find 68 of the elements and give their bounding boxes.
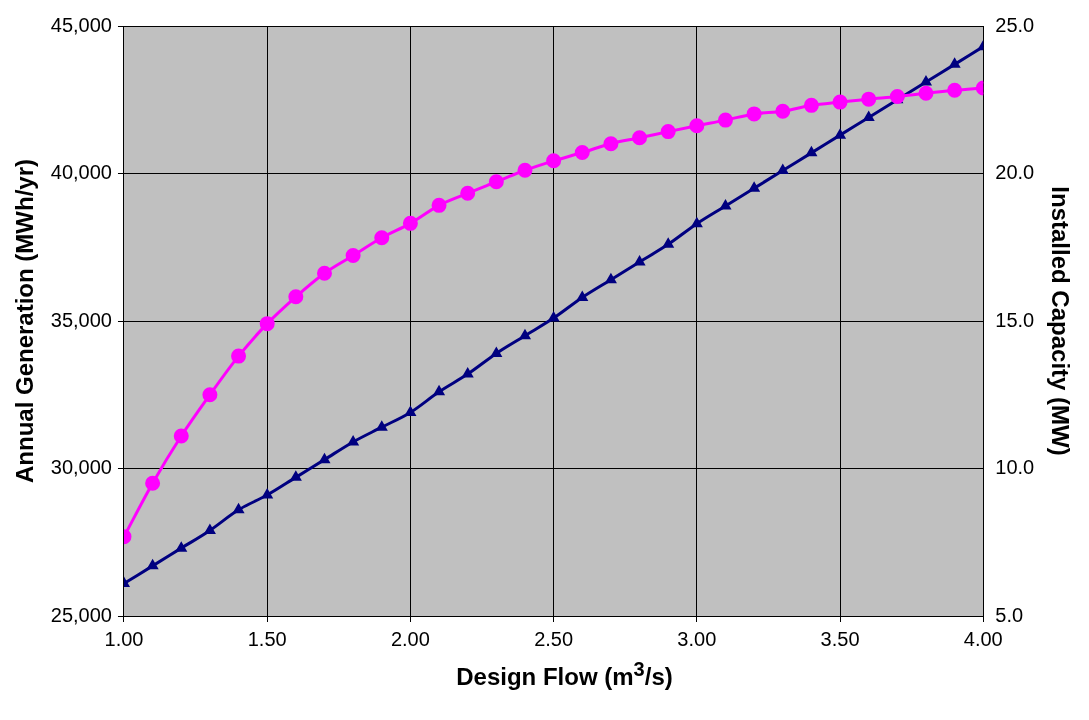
point [402, 215, 418, 231]
point [259, 316, 275, 332]
point [918, 85, 934, 101]
point [546, 153, 562, 169]
y2-axis-title: Installed Capacity (MW) [1046, 186, 1074, 456]
point [460, 185, 476, 201]
y-axis-title: Annual Generation (MWh/yr) [11, 159, 39, 483]
point [173, 428, 189, 444]
point [832, 94, 848, 110]
point [691, 218, 702, 228]
point [316, 265, 332, 281]
point [746, 106, 762, 122]
point [462, 368, 473, 378]
point [717, 112, 733, 128]
y-tick-label: 35,000 [50, 308, 112, 331]
x-tick-label: 3.50 [820, 627, 860, 650]
point [376, 421, 387, 431]
y-tick-label: 45,000 [50, 13, 112, 36]
point [176, 542, 187, 552]
point [374, 230, 390, 246]
y2-tick-label: 5.0 [995, 603, 1024, 626]
point [863, 111, 874, 121]
x-tick-label: 1.00 [104, 627, 144, 650]
point [603, 136, 619, 152]
point [431, 197, 447, 213]
x-tick-label: 2.00 [390, 627, 430, 650]
point [634, 256, 645, 266]
point [231, 348, 247, 364]
point [345, 248, 361, 264]
point [262, 489, 273, 499]
y2-tick-label: 25.0 [995, 13, 1035, 36]
point [202, 387, 218, 403]
y-tick-label: 30,000 [50, 456, 112, 479]
point [517, 162, 533, 178]
point [947, 82, 963, 98]
x-axis-title: Design Flow (m$^{3}$/s) [455, 658, 674, 691]
point [660, 124, 676, 140]
point [488, 174, 504, 190]
point [835, 129, 846, 139]
point [861, 91, 877, 107]
x-tick-label: 3.00 [677, 627, 717, 650]
point [204, 524, 215, 534]
y2-tick-label: 15.0 [995, 308, 1035, 331]
point [803, 97, 819, 113]
point [949, 58, 960, 68]
point [689, 118, 705, 134]
point [145, 475, 161, 491]
x-tick-label: 2.50 [534, 627, 574, 650]
point [921, 76, 931, 86]
y-tick-label: 25,000 [50, 603, 112, 626]
x-tick-label: 4.00 [963, 627, 1003, 650]
point [574, 145, 590, 161]
point [290, 471, 301, 481]
point [288, 289, 304, 305]
point [405, 406, 416, 416]
point [663, 238, 674, 248]
point [749, 182, 760, 192]
point [775, 103, 791, 119]
point [632, 130, 648, 146]
point [548, 312, 559, 322]
point [720, 200, 731, 210]
point [348, 436, 359, 446]
y2-tick-label: 10.0 [995, 456, 1035, 479]
x-tick-label: 1.50 [247, 627, 287, 650]
point [577, 291, 588, 301]
point [491, 347, 502, 357]
y-tick-label: 40,000 [50, 161, 112, 184]
y2-tick-label: 20.0 [995, 161, 1035, 184]
